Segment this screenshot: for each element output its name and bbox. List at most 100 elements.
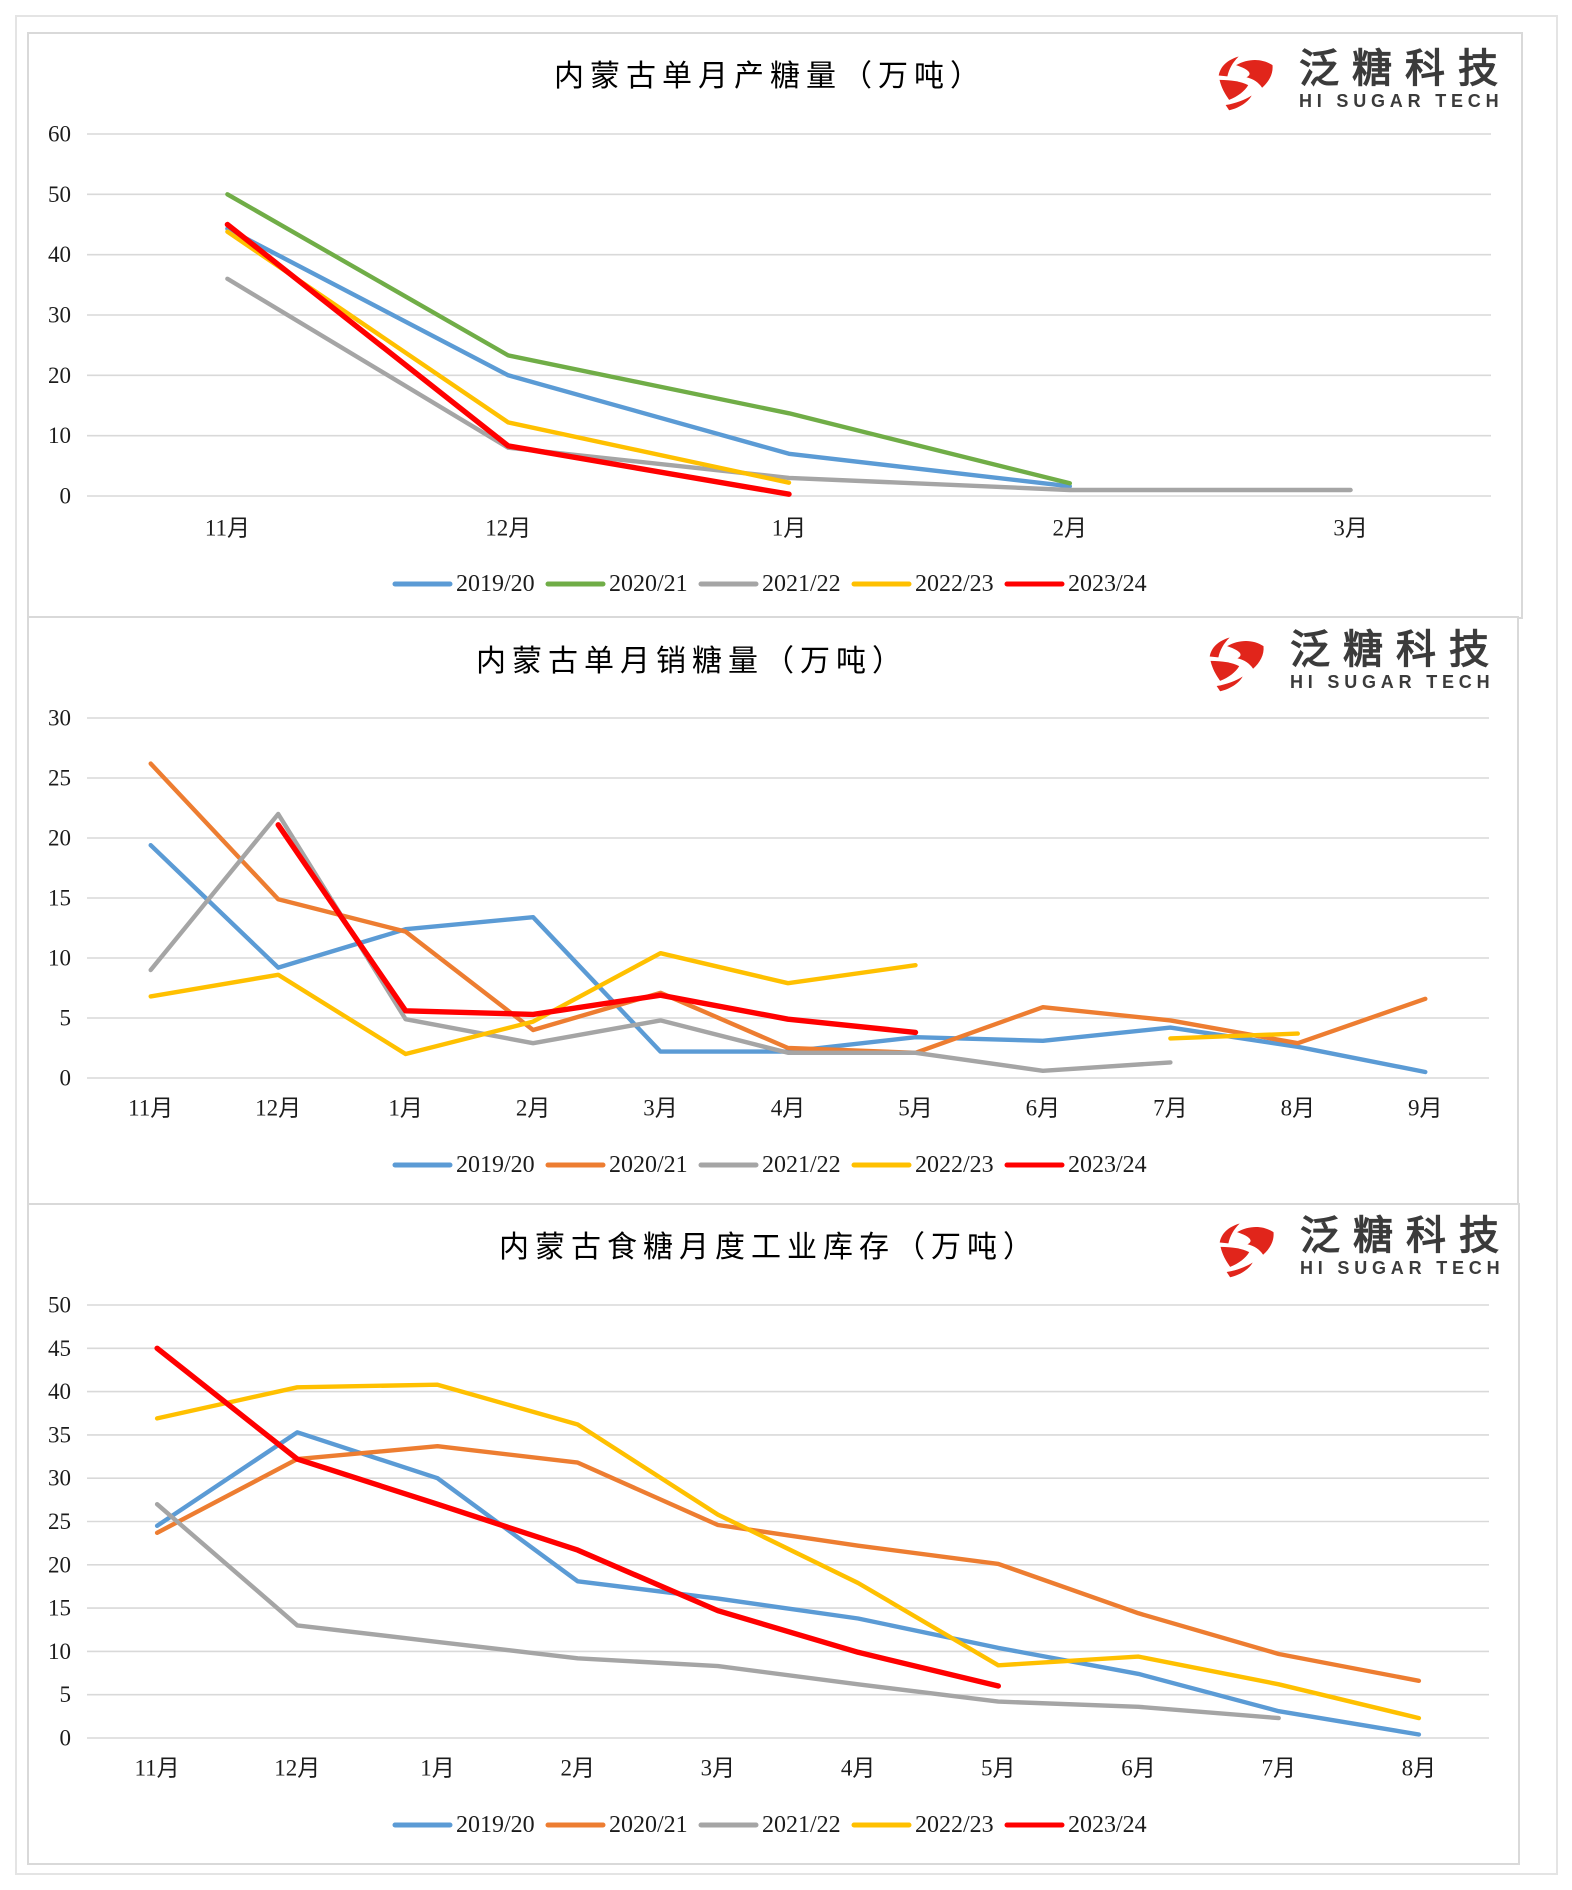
series-2021-22 (154, 1501, 1281, 1721)
legend-item: 2019/20 (392, 1812, 535, 1838)
y-tick-label: 50 (48, 1293, 71, 1318)
series-2022-23 (148, 951, 1301, 1057)
y-tick-label: 30 (48, 706, 71, 731)
x-tick-label: 4月 (771, 1096, 806, 1121)
x-tick-label: 12月 (485, 516, 531, 541)
series-2023-24 (275, 822, 919, 1036)
x-tick-label: 3月 (643, 1096, 678, 1121)
series-line (154, 1345, 1001, 1689)
x-tick-label: 11月 (128, 1096, 173, 1121)
brand-name-en: HI SUGAR TECH (1300, 1258, 1505, 1278)
y-tick-label: 0 (60, 1726, 72, 1751)
series-2020-21 (148, 761, 1428, 1056)
legend-label: 2023/24 (1068, 1812, 1147, 1838)
y-tick-label: 5 (60, 1682, 72, 1707)
series-2022-23 (154, 1382, 1422, 1721)
legend-label: 2019/20 (456, 1152, 535, 1178)
y-tick-label: 20 (48, 363, 71, 388)
y-tick-label: 30 (48, 1466, 71, 1491)
series-line (1168, 1031, 1301, 1041)
gridlines (87, 133, 1491, 497)
inventory-line-chart: 0 5 10 15 20 25 30 35 40 45 50 11月 12月 1月 2月 3月 4月 5月 6月 7月… (48, 1293, 1489, 1838)
y-tick-label: 30 (48, 303, 71, 328)
legend-item: 2021/22 (698, 1812, 841, 1838)
series-line (275, 822, 919, 1036)
y-tick-label: 0 (60, 484, 72, 509)
y-tick-label: 20 (48, 1552, 71, 1577)
x-tick-label: 12月 (255, 1096, 301, 1121)
hi-sugar-logo-icon (1209, 637, 1264, 692)
series-line (154, 1501, 1281, 1721)
x-tick-label: 3月 (701, 1756, 736, 1781)
y-axis: 0 5 10 15 20 25 30 35 40 45 50 (48, 1293, 71, 1751)
legend: 2019/20 2020/21 2021/22 2022/23 2023/24 (392, 571, 1147, 597)
x-tick-label: 11月 (205, 516, 250, 541)
x-tick-label: 6月 (1026, 1096, 1061, 1121)
legend-label: 2021/22 (762, 1812, 841, 1838)
y-tick-label: 35 (48, 1422, 71, 1447)
legend-label: 2021/22 (762, 1152, 841, 1178)
legend-item: 2022/23 (851, 1812, 994, 1838)
brand-logo: 泛糖科技 HI SUGAR TECH (1210, 49, 1540, 117)
legend-label: 2020/21 (609, 1812, 688, 1838)
x-tick-label: 11月 (135, 1756, 180, 1781)
legend-item: 2020/21 (545, 1812, 688, 1838)
y-axis: 0 10 20 30 40 50 60 (48, 122, 71, 509)
series-2019-20 (154, 1430, 1422, 1737)
x-axis: 11月 12月 1月 2月 3月 4月 5月 6月 7月 8月 9月 (128, 1096, 1442, 1121)
brand-logo: 泛糖科技 HI SUGAR TECH (1211, 1216, 1541, 1284)
y-tick-label: 10 (48, 423, 71, 448)
x-tick-label: 7月 (1261, 1756, 1296, 1781)
series-line (154, 1443, 1422, 1684)
y-axis: 0 5 10 15 20 25 30 (48, 706, 71, 1091)
legend: 2019/20 2020/21 2021/22 2022/23 2023/24 (392, 1152, 1147, 1178)
x-tick-label: 2月 (516, 1096, 551, 1121)
legend-label: 2019/20 (456, 1812, 535, 1838)
y-tick-label: 0 (60, 1066, 72, 1091)
x-tick-label: 5月 (981, 1756, 1016, 1781)
legend-item: 2023/24 (1004, 1152, 1147, 1178)
legend-item: 2023/24 (1004, 1812, 1147, 1838)
series-2023-24 (224, 221, 792, 497)
x-tick-label: 1月 (772, 516, 807, 541)
chart-title: 内蒙古单月销糖量（万吨） (476, 644, 908, 679)
series-line (148, 811, 1173, 1074)
legend-label: 2022/23 (915, 571, 994, 597)
series-line (224, 221, 792, 497)
hi-sugar-logo-icon (1219, 1223, 1274, 1278)
inventory-chart-panel: 内蒙古食糖月度工业库存（万吨） 泛糖科技 HI SUGAR TECH 0 5 10 1… (27, 1203, 1520, 1865)
y-tick-label: 60 (48, 122, 71, 147)
series-line (148, 951, 918, 1057)
y-tick-label: 50 (48, 182, 71, 207)
x-axis: 11月 12月 1月 2月 3月 4月 5月 6月 7月 8月 (135, 1756, 1437, 1781)
y-tick-label: 10 (48, 1639, 71, 1664)
legend-item: 2023/24 (1004, 571, 1147, 597)
sales-line-chart: 0 5 10 15 20 25 30 11月 12月 1月 2月 3月 4月 5月 6月 7月 8月 9月 2019… (48, 706, 1489, 1178)
series-lines (148, 761, 1428, 1075)
series-2020-21 (225, 192, 1073, 486)
legend-item: 2022/23 (851, 1152, 994, 1178)
brand-name-cn: 泛糖科技 (1300, 1213, 1512, 1259)
series-line (154, 1382, 1422, 1721)
legend-item: 2019/20 (392, 571, 535, 597)
legend-item: 2020/21 (545, 1152, 688, 1178)
series-lines (154, 1345, 1422, 1737)
y-tick-label: 40 (48, 242, 71, 267)
legend-label: 2020/21 (609, 571, 688, 597)
legend-label: 2023/24 (1068, 571, 1147, 597)
page-frame (15, 15, 1558, 1875)
legend-label: 2020/21 (609, 1152, 688, 1178)
x-tick-label: 5月 (898, 1096, 933, 1121)
brand-name-en: HI SUGAR TECH (1299, 91, 1504, 111)
legend-item: 2021/22 (698, 571, 841, 597)
series-2019-20 (225, 226, 1073, 489)
sales-chart-panel: 内蒙古单月销糖量（万吨） 泛糖科技 HI SUGAR TECH 0 5 10 15 20… (27, 616, 1519, 1205)
x-tick-label: 1月 (388, 1096, 423, 1121)
legend-item: 2019/20 (392, 1152, 535, 1178)
series-line (154, 1430, 1422, 1737)
y-tick-label: 10 (48, 946, 71, 971)
series-line (225, 276, 1353, 493)
y-tick-label: 15 (48, 1596, 71, 1621)
x-tick-label: 12月 (274, 1756, 320, 1781)
